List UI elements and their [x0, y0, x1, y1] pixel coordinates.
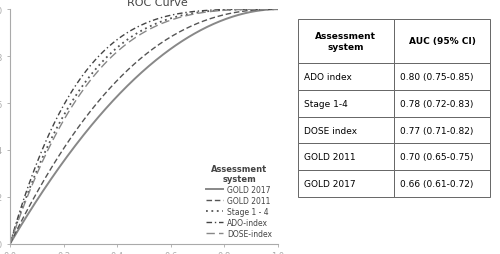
Legend: GOLD 2017, GOLD 2011, Stage 1 - 4, ADO-index, DOSE-index: GOLD 2017, GOLD 2011, Stage 1 - 4, ADO-i…: [204, 162, 274, 240]
Title: ROC Curve: ROC Curve: [127, 0, 188, 8]
